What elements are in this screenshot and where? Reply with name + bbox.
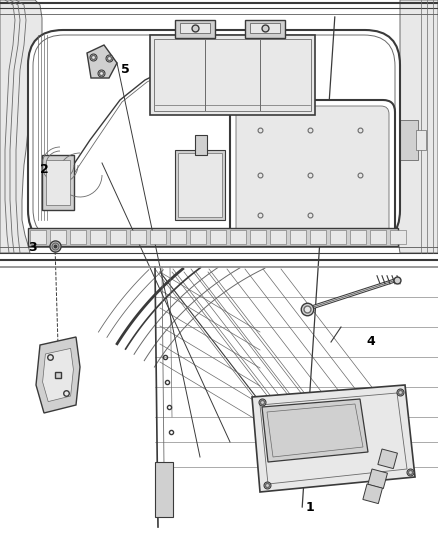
Bar: [245, 20, 285, 38]
Bar: [28, 228, 398, 246]
Bar: [178, 153, 222, 217]
Text: 1: 1: [306, 501, 315, 514]
Bar: [363, 484, 382, 504]
Bar: [180, 23, 210, 33]
Bar: [170, 230, 186, 244]
Polygon shape: [395, 0, 438, 253]
Bar: [130, 230, 146, 244]
Bar: [70, 230, 86, 244]
Text: 5: 5: [121, 63, 130, 76]
Text: 3: 3: [28, 241, 37, 254]
Bar: [250, 230, 266, 244]
Bar: [0, 0, 438, 267]
Bar: [400, 120, 418, 160]
Bar: [350, 230, 366, 244]
Bar: [390, 230, 406, 244]
Bar: [368, 469, 388, 489]
FancyBboxPatch shape: [230, 100, 395, 245]
Bar: [0, 267, 438, 533]
Bar: [150, 35, 315, 115]
Bar: [310, 230, 326, 244]
Bar: [50, 230, 66, 244]
Bar: [330, 230, 346, 244]
Bar: [175, 20, 215, 38]
Bar: [155, 462, 173, 517]
Bar: [175, 150, 225, 220]
Bar: [378, 449, 397, 469]
Bar: [110, 230, 126, 244]
Bar: [230, 230, 246, 244]
Bar: [90, 230, 106, 244]
Polygon shape: [0, 0, 42, 253]
Bar: [290, 230, 306, 244]
Bar: [46, 160, 70, 205]
Bar: [210, 230, 226, 244]
Text: 4: 4: [366, 335, 375, 348]
FancyBboxPatch shape: [28, 30, 400, 245]
Text: 2: 2: [40, 163, 49, 176]
Polygon shape: [87, 45, 117, 78]
Polygon shape: [42, 349, 74, 401]
Polygon shape: [262, 399, 368, 462]
Bar: [370, 230, 386, 244]
Bar: [270, 230, 286, 244]
Bar: [195, 135, 207, 155]
Bar: [30, 230, 46, 244]
Bar: [154, 39, 311, 111]
Bar: [416, 130, 426, 150]
Polygon shape: [36, 337, 80, 413]
Bar: [250, 23, 280, 33]
Bar: [190, 230, 206, 244]
Polygon shape: [252, 385, 415, 492]
Bar: [42, 155, 74, 210]
Bar: [150, 230, 166, 244]
FancyBboxPatch shape: [236, 106, 389, 239]
